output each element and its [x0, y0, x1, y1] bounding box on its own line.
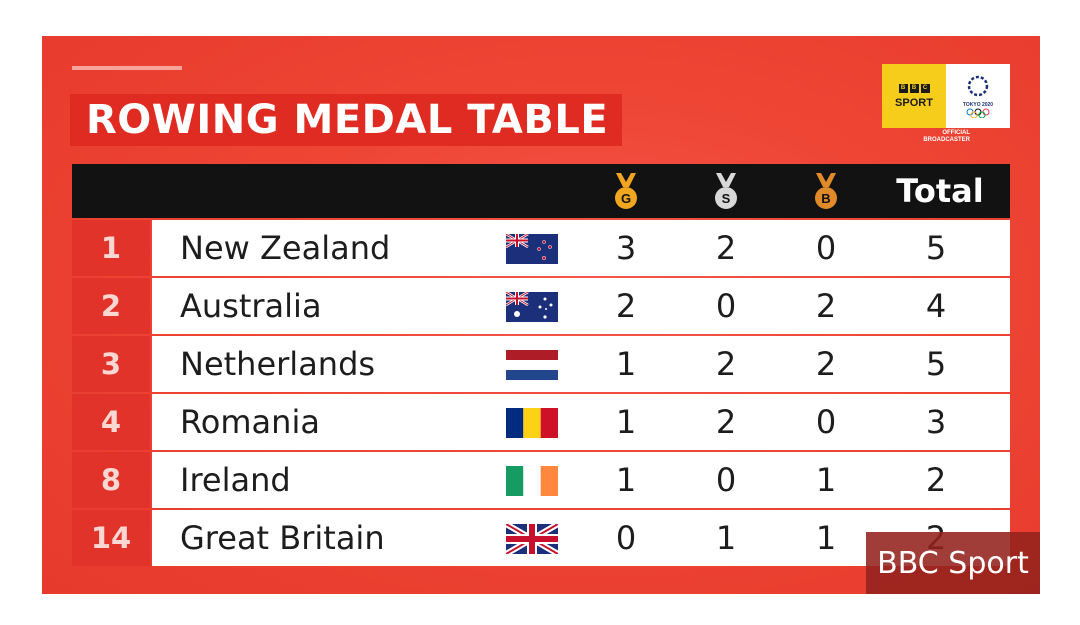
- australia-flag-icon: [506, 292, 558, 322]
- tokyo-2020-emblem: TOKYO 2020: [946, 64, 1010, 128]
- table-row: 3 Netherlands 1 2 2 5: [72, 336, 1010, 392]
- great-britain-flag-icon: [506, 524, 558, 554]
- rank-cell: 4: [72, 394, 150, 450]
- bbc-sport-tokyo-logo: B B C SPORT TOKYO 2020 OFFICIAL BROADCAS…: [882, 64, 1012, 144]
- silver-count: 0: [715, 461, 737, 499]
- bronze-medal-icon: B: [815, 173, 837, 209]
- bronze-count: 2: [815, 287, 837, 325]
- silver-letter: S: [722, 191, 731, 206]
- tokyo-emblem-icon: [967, 75, 989, 97]
- country-name: New Zealand: [180, 229, 391, 267]
- new-zealand-flag-icon: [506, 234, 558, 264]
- bronze-column-header: B: [796, 164, 856, 218]
- gold-count: 2: [615, 287, 637, 325]
- bbc-sport-watermark: BBC Sport: [866, 532, 1040, 594]
- official-line: OFFICIAL: [942, 130, 970, 136]
- olympic-rings-icon: [966, 108, 990, 118]
- bronze-count: 0: [815, 229, 837, 267]
- title-box: ROWING MEDAL TABLE: [70, 94, 623, 146]
- table-row: 1 New Zealand 3 2 0 5: [72, 220, 1010, 276]
- gold-count: 1: [615, 403, 637, 441]
- broadcaster-line: BROADCASTER: [923, 137, 970, 143]
- gold-column-header: G: [596, 164, 656, 218]
- bbc-sport-logo: B B C SPORT: [882, 64, 946, 128]
- bronze-count: 1: [815, 461, 837, 499]
- bronze-count: 1: [815, 519, 837, 557]
- tokyo-label: TOKYO 2020: [962, 102, 994, 108]
- total-count: 5: [925, 229, 947, 267]
- gold-letter: G: [621, 191, 631, 206]
- gold-count: 1: [615, 461, 637, 499]
- ireland-flag-icon: [506, 466, 558, 496]
- table-header: G S B Total: [72, 164, 1010, 218]
- country-name: Romania: [180, 403, 320, 441]
- bronze-count: 2: [815, 345, 837, 383]
- rank-cell: 2: [72, 278, 150, 334]
- row-body: New Zealand 3 2 0 5: [152, 220, 1010, 276]
- total-label: Total: [896, 172, 984, 210]
- gold-medal-icon: G: [615, 173, 637, 209]
- silver-column-header: S: [696, 164, 756, 218]
- page-title: ROWING MEDAL TABLE: [86, 97, 609, 143]
- rank-cell: 3: [72, 336, 150, 392]
- accent-line: [72, 66, 182, 70]
- silver-count: 0: [715, 287, 737, 325]
- bbc-block: B: [909, 83, 919, 93]
- table-row: 4 Romania 1 2 0 3: [72, 394, 1010, 450]
- row-body: Ireland 1 0 1 2: [152, 452, 1010, 508]
- total-count: 2: [925, 461, 947, 499]
- bronze-letter: B: [821, 191, 830, 206]
- row-body: Romania 1 2 0 3: [152, 394, 1010, 450]
- silver-medal-icon: S: [715, 173, 737, 209]
- country-name: Great Britain: [180, 519, 385, 557]
- total-column-header: Total: [890, 164, 990, 218]
- gold-count: 0: [615, 519, 637, 557]
- rank-cell: 8: [72, 452, 150, 508]
- silver-count: 2: [715, 403, 737, 441]
- total-count: 3: [925, 403, 947, 441]
- row-body: Netherlands 1 2 2 5: [152, 336, 1010, 392]
- table-row: 8 Ireland 1 0 1 2: [72, 452, 1010, 508]
- official-broadcaster-label: OFFICIAL BROADCASTER: [882, 130, 1010, 144]
- row-body: Australia 2 0 2 4: [152, 278, 1010, 334]
- sport-wordmark: SPORT: [895, 96, 933, 109]
- rank-cell: 1: [72, 220, 150, 276]
- table-row: 2 Australia 2 0 2: [72, 278, 1010, 334]
- gold-count: 3: [615, 229, 637, 267]
- bronze-count: 0: [815, 403, 837, 441]
- silver-count: 1: [715, 519, 737, 557]
- netherlands-flag-icon: [506, 350, 558, 380]
- country-name: Netherlands: [180, 345, 376, 383]
- country-name: Ireland: [180, 461, 291, 499]
- medal-table: G S B Total 1: [72, 164, 1010, 566]
- bbc-block: B: [898, 83, 908, 93]
- rank-cell: 14: [72, 510, 150, 566]
- medal-table-graphic: ROWING MEDAL TABLE B B C SPORT TOKYO 202…: [42, 36, 1040, 594]
- romania-flag-icon: [506, 408, 558, 438]
- total-count: 5: [925, 345, 947, 383]
- country-name: Australia: [180, 287, 322, 325]
- gold-count: 1: [615, 345, 637, 383]
- silver-count: 2: [715, 229, 737, 267]
- silver-count: 2: [715, 345, 737, 383]
- total-count: 4: [925, 287, 947, 325]
- bbc-block: C: [920, 83, 930, 93]
